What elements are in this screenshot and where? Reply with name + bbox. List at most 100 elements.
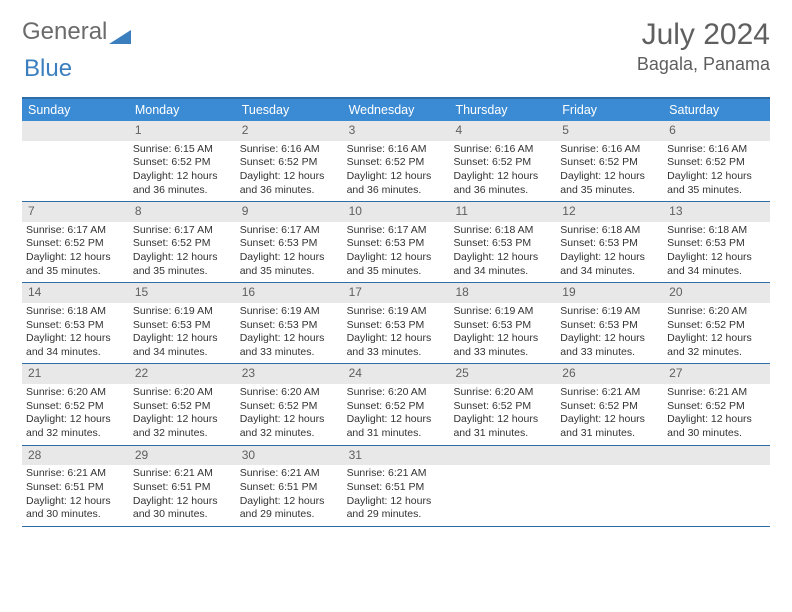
daylight-text-2: and 29 minutes.	[240, 508, 339, 522]
day-cell: 6Sunrise: 6:16 AMSunset: 6:52 PMDaylight…	[663, 121, 770, 201]
day-number: 3	[343, 121, 450, 141]
sunrise-text: Sunrise: 6:20 AM	[133, 386, 232, 400]
day-number: 2	[236, 121, 343, 141]
daylight-text-2: and 31 minutes.	[560, 427, 659, 441]
daylight-text-2: and 29 minutes.	[347, 508, 446, 522]
day-cell: 22Sunrise: 6:20 AMSunset: 6:52 PMDayligh…	[129, 364, 236, 444]
day-number: 15	[129, 283, 236, 303]
day-number: 12	[556, 202, 663, 222]
daylight-text-1: Daylight: 12 hours	[667, 413, 766, 427]
sunrise-text: Sunrise: 6:17 AM	[26, 224, 125, 238]
day-of-week-header: Sunday Monday Tuesday Wednesday Thursday…	[22, 99, 770, 121]
dow-sunday: Sunday	[22, 99, 129, 121]
daylight-text-1: Daylight: 12 hours	[26, 332, 125, 346]
day-cell: 23Sunrise: 6:20 AMSunset: 6:52 PMDayligh…	[236, 364, 343, 444]
day-number: 14	[22, 283, 129, 303]
day-body: Sunrise: 6:16 AMSunset: 6:52 PMDaylight:…	[236, 141, 343, 202]
day-cell: 3Sunrise: 6:16 AMSunset: 6:52 PMDaylight…	[343, 121, 450, 201]
daylight-text-1: Daylight: 12 hours	[133, 332, 232, 346]
day-body: Sunrise: 6:19 AMSunset: 6:53 PMDaylight:…	[343, 303, 450, 364]
dow-wednesday: Wednesday	[343, 99, 450, 121]
sunset-text: Sunset: 6:51 PM	[347, 481, 446, 495]
day-number	[449, 446, 556, 466]
sunset-text: Sunset: 6:53 PM	[347, 237, 446, 251]
day-cell: 5Sunrise: 6:16 AMSunset: 6:52 PMDaylight…	[556, 121, 663, 201]
day-body: Sunrise: 6:15 AMSunset: 6:52 PMDaylight:…	[129, 141, 236, 202]
day-number: 19	[556, 283, 663, 303]
day-cell: 7Sunrise: 6:17 AMSunset: 6:52 PMDaylight…	[22, 202, 129, 282]
day-number: 4	[449, 121, 556, 141]
sunset-text: Sunset: 6:52 PM	[240, 400, 339, 414]
day-number: 11	[449, 202, 556, 222]
day-body: Sunrise: 6:20 AMSunset: 6:52 PMDaylight:…	[236, 384, 343, 445]
sunrise-text: Sunrise: 6:16 AM	[347, 143, 446, 157]
daylight-text-2: and 35 minutes.	[133, 265, 232, 279]
day-number: 7	[22, 202, 129, 222]
day-body: Sunrise: 6:19 AMSunset: 6:53 PMDaylight:…	[129, 303, 236, 364]
sunrise-text: Sunrise: 6:19 AM	[133, 305, 232, 319]
day-number: 1	[129, 121, 236, 141]
daylight-text-2: and 34 minutes.	[453, 265, 552, 279]
day-number: 29	[129, 446, 236, 466]
day-number	[22, 121, 129, 141]
sunrise-text: Sunrise: 6:21 AM	[667, 386, 766, 400]
daylight-text-2: and 34 minutes.	[560, 265, 659, 279]
sunrise-text: Sunrise: 6:15 AM	[133, 143, 232, 157]
day-body: Sunrise: 6:19 AMSunset: 6:53 PMDaylight:…	[556, 303, 663, 364]
day-number: 5	[556, 121, 663, 141]
day-number: 21	[22, 364, 129, 384]
daylight-text-2: and 36 minutes.	[240, 184, 339, 198]
sunrise-text: Sunrise: 6:21 AM	[560, 386, 659, 400]
daylight-text-1: Daylight: 12 hours	[240, 413, 339, 427]
day-cell: 1Sunrise: 6:15 AMSunset: 6:52 PMDaylight…	[129, 121, 236, 201]
day-body: Sunrise: 6:17 AMSunset: 6:53 PMDaylight:…	[343, 222, 450, 283]
daylight-text-1: Daylight: 12 hours	[347, 495, 446, 509]
sunrise-text: Sunrise: 6:17 AM	[133, 224, 232, 238]
sunset-text: Sunset: 6:52 PM	[453, 400, 552, 414]
week-row: 14Sunrise: 6:18 AMSunset: 6:53 PMDayligh…	[22, 283, 770, 364]
day-cell	[556, 446, 663, 526]
daylight-text-1: Daylight: 12 hours	[347, 413, 446, 427]
day-cell	[449, 446, 556, 526]
daylight-text-1: Daylight: 12 hours	[133, 251, 232, 265]
sunset-text: Sunset: 6:52 PM	[133, 400, 232, 414]
day-cell: 14Sunrise: 6:18 AMSunset: 6:53 PMDayligh…	[22, 283, 129, 363]
daylight-text-1: Daylight: 12 hours	[240, 251, 339, 265]
daylight-text-2: and 32 minutes.	[133, 427, 232, 441]
sunset-text: Sunset: 6:53 PM	[347, 319, 446, 333]
daylight-text-2: and 33 minutes.	[347, 346, 446, 360]
daylight-text-2: and 30 minutes.	[133, 508, 232, 522]
sunset-text: Sunset: 6:52 PM	[453, 156, 552, 170]
sunset-text: Sunset: 6:52 PM	[347, 156, 446, 170]
logo: General	[22, 18, 131, 46]
day-body: Sunrise: 6:20 AMSunset: 6:52 PMDaylight:…	[663, 303, 770, 364]
day-body: Sunrise: 6:20 AMSunset: 6:52 PMDaylight:…	[449, 384, 556, 445]
day-cell: 4Sunrise: 6:16 AMSunset: 6:52 PMDaylight…	[449, 121, 556, 201]
sunset-text: Sunset: 6:53 PM	[667, 237, 766, 251]
day-number: 25	[449, 364, 556, 384]
day-cell: 9Sunrise: 6:17 AMSunset: 6:53 PMDaylight…	[236, 202, 343, 282]
logo-text-2: Blue	[24, 55, 72, 82]
daylight-text-2: and 33 minutes.	[560, 346, 659, 360]
daylight-text-2: and 35 minutes.	[26, 265, 125, 279]
day-number: 23	[236, 364, 343, 384]
sunset-text: Sunset: 6:53 PM	[240, 237, 339, 251]
logo-text-1: General	[22, 18, 107, 46]
day-cell: 27Sunrise: 6:21 AMSunset: 6:52 PMDayligh…	[663, 364, 770, 444]
day-number: 27	[663, 364, 770, 384]
day-body: Sunrise: 6:16 AMSunset: 6:52 PMDaylight:…	[343, 141, 450, 202]
week-row: 7Sunrise: 6:17 AMSunset: 6:52 PMDaylight…	[22, 202, 770, 283]
daylight-text-1: Daylight: 12 hours	[240, 495, 339, 509]
daylight-text-1: Daylight: 12 hours	[133, 495, 232, 509]
calendar: Sunday Monday Tuesday Wednesday Thursday…	[22, 97, 770, 527]
day-cell	[22, 121, 129, 201]
day-cell: 17Sunrise: 6:19 AMSunset: 6:53 PMDayligh…	[343, 283, 450, 363]
daylight-text-1: Daylight: 12 hours	[560, 332, 659, 346]
day-body: Sunrise: 6:18 AMSunset: 6:53 PMDaylight:…	[663, 222, 770, 283]
sunset-text: Sunset: 6:52 PM	[133, 156, 232, 170]
day-number: 8	[129, 202, 236, 222]
daylight-text-2: and 35 minutes.	[240, 265, 339, 279]
daylight-text-2: and 35 minutes.	[560, 184, 659, 198]
sunrise-text: Sunrise: 6:19 AM	[240, 305, 339, 319]
sunrise-text: Sunrise: 6:20 AM	[453, 386, 552, 400]
